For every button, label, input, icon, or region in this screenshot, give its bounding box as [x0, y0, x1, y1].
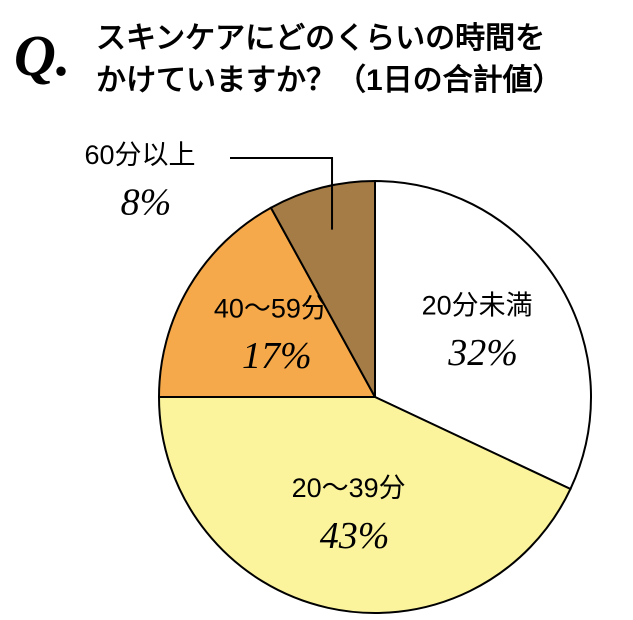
- pie-slice: [157, 396, 572, 614]
- value-label: 8%: [121, 182, 172, 224]
- chart-title: スキンケアにどのくらいの時間をかけていますか？（1日の合計値）: [96, 22, 563, 97]
- value-label: 17%: [242, 335, 312, 377]
- question-badge: Q.: [14, 23, 71, 88]
- value-label: 32%: [447, 332, 518, 374]
- pie-slice: [374, 179, 592, 491]
- category-label: 60分以上: [84, 140, 195, 170]
- category-label: 40～59分: [214, 294, 328, 324]
- leader-line: [230, 157, 334, 230]
- pie-slice: [157, 206, 377, 398]
- category-label: 20～39分: [292, 473, 406, 503]
- category-label: 20分未満: [422, 290, 533, 320]
- value-label: 43%: [320, 515, 390, 557]
- pie-slice: [269, 179, 376, 398]
